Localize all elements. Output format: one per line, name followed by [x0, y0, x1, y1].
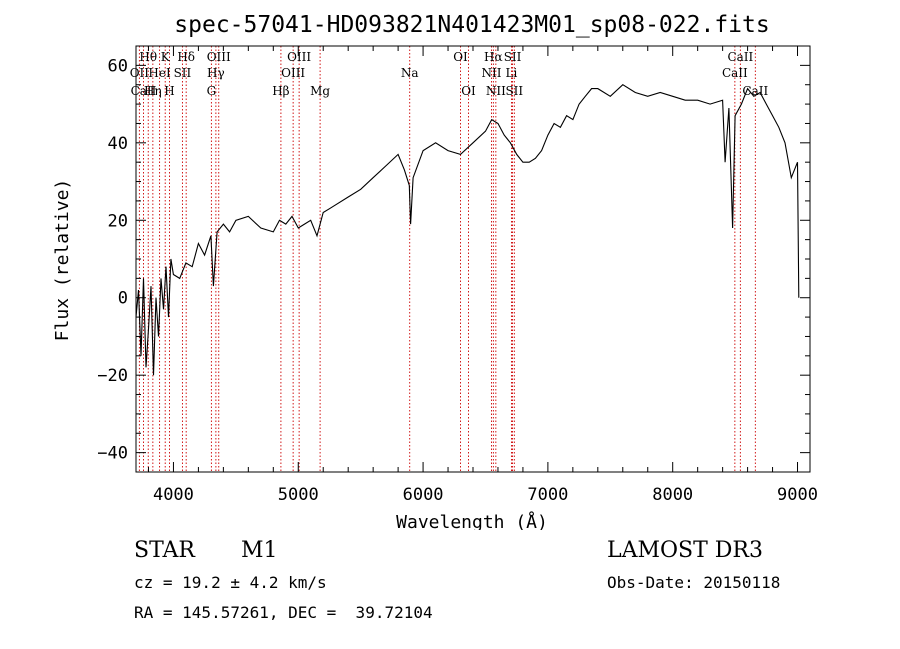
- survey-name: LAMOST DR3: [607, 538, 763, 563]
- x-tick-label-2: 6000: [403, 485, 444, 505]
- chart-title: spec-57041-HD093821N401423M01_sp08-022.f…: [174, 12, 769, 38]
- x-tick-label-4: 8000: [652, 485, 693, 505]
- line-label-22: SII: [504, 50, 522, 64]
- line-label-18: OI: [461, 84, 476, 98]
- line-label-23: Li: [506, 66, 518, 80]
- line-label-16: Na: [401, 66, 419, 80]
- y-axis-label: Flux (relative): [52, 179, 73, 342]
- line-label-19: Hα: [484, 50, 503, 64]
- line-label-7: H: [164, 84, 174, 98]
- line-label-25: CaII: [727, 50, 753, 64]
- x-tick-label-0: 4000: [153, 485, 194, 505]
- line-label-0: Hθ: [139, 50, 157, 64]
- line-label-2: CaII: [131, 84, 157, 98]
- line-label-13: OIII: [287, 50, 311, 64]
- y-tick-label-5: 60: [108, 56, 128, 76]
- line-label-6: SII: [174, 66, 192, 80]
- line-label-12: Hβ: [272, 84, 289, 98]
- line-label-14: OIII: [281, 66, 305, 80]
- y-tick-label-3: 20: [108, 211, 128, 231]
- line-label-15: Mg: [310, 84, 330, 98]
- observation-date: Obs-Date: 20150118: [607, 573, 781, 592]
- line-label-9: OIII: [207, 50, 231, 64]
- line-label-10: Hγ: [207, 66, 225, 80]
- coordinates: RA = 145.57261, DEC = 39.72104: [134, 603, 433, 622]
- object-class: STAR: [134, 538, 195, 563]
- x-tick-label-5: 9000: [777, 485, 818, 505]
- spectral-line-markers: [138, 46, 756, 472]
- x-tick-label-1: 5000: [278, 485, 319, 505]
- line-label-11: G: [207, 84, 217, 98]
- line-label-1: OII: [130, 66, 150, 80]
- y-tick-label-1: −20: [97, 366, 128, 386]
- line-label-27: CaII: [742, 84, 768, 98]
- spectrum-series-line: [135, 84, 800, 376]
- line-label-26: CaII: [722, 66, 748, 80]
- line-label-21: NII: [486, 84, 506, 98]
- y-axis-ticks: −40 −20 0 20 40 60: [97, 56, 810, 464]
- line-label-4: K: [161, 50, 171, 64]
- redshift-velocity: cz = 19.2 ± 4.2 km/s: [134, 573, 327, 592]
- y-tick-label-0: −40: [97, 444, 128, 464]
- y-tick-label-2: 0: [118, 289, 128, 309]
- line-label-5: HeI: [148, 66, 171, 80]
- line-label-20: NII: [481, 66, 501, 80]
- line-label-24: SII: [505, 84, 523, 98]
- x-axis-ticks: 4000 5000 6000 7000 8000 9000: [147, 46, 818, 505]
- spectrum-chart: spec-57041-HD093821N401423M01_sp08-022.f…: [52, 12, 818, 530]
- object-subclass: M1: [241, 538, 278, 563]
- y-tick-label-4: 40: [108, 134, 128, 154]
- line-label-3: Hη: [144, 84, 162, 98]
- x-tick-label-3: 7000: [527, 485, 568, 505]
- plot-frame: [135, 45, 811, 473]
- x-axis-label: Wavelength (Å): [396, 511, 548, 530]
- line-label-17: OI: [453, 50, 468, 64]
- line-label-8: Hδ: [177, 50, 195, 64]
